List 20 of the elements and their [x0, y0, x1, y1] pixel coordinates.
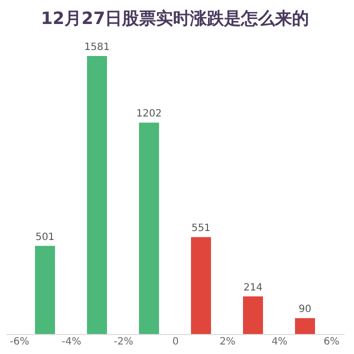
data-label: 551: [191, 223, 211, 234]
bar: [295, 318, 315, 334]
x-tick-label: -6%: [10, 336, 30, 348]
data-label: 1581: [84, 42, 110, 53]
data-label: 501: [35, 232, 55, 243]
data-label: 1202: [136, 108, 162, 120]
bar: [139, 122, 159, 334]
x-tick-label: -4%: [62, 336, 82, 348]
bar: [87, 56, 107, 334]
bar: [243, 296, 263, 334]
x-tick-label: -2%: [114, 336, 134, 348]
x-tick-label: 4%: [272, 336, 288, 348]
x-tick-label: 0: [172, 336, 179, 348]
data-label: 214: [243, 282, 263, 294]
bar: [191, 237, 211, 334]
x-tick-label: 2%: [220, 336, 236, 348]
data-label: 90: [298, 304, 312, 316]
bar: [35, 246, 55, 334]
x-tick-label: 6%: [324, 336, 340, 348]
chart-title: 12月27日股票实时涨跌是怎么来的: [40, 9, 310, 29]
